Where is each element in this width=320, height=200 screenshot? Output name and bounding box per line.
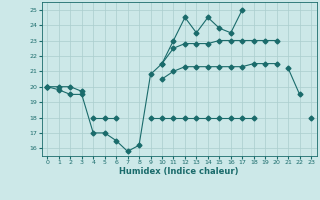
X-axis label: Humidex (Indice chaleur): Humidex (Indice chaleur): [119, 167, 239, 176]
